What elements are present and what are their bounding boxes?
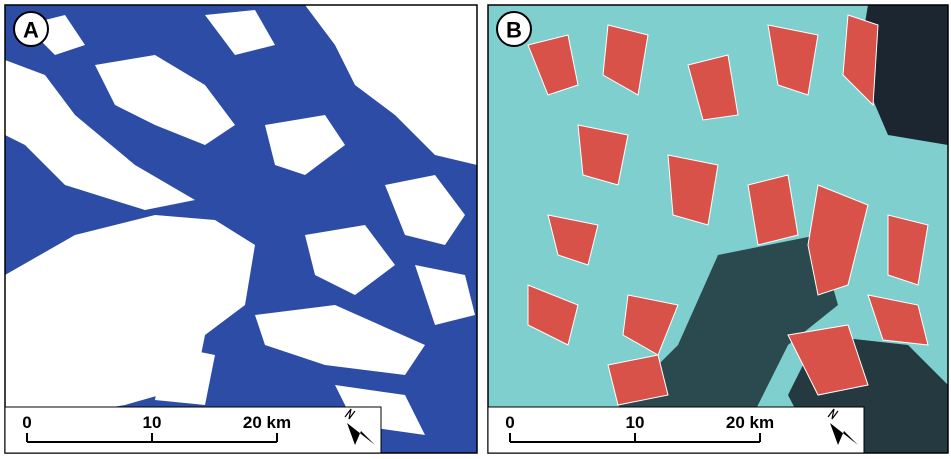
- panel-label: A: [23, 18, 39, 43]
- scale-label: 10: [626, 413, 645, 432]
- figure: A 0 10 20 km: [0, 0, 951, 459]
- classified-map: [5, 5, 477, 453]
- scale-box: [5, 407, 381, 453]
- scale-bar: 0 10 20 km: [488, 407, 864, 453]
- scale-label: 20 km: [243, 413, 291, 432]
- panel-a: A 0 10 20 km: [5, 5, 477, 453]
- panel-label: B: [506, 18, 522, 43]
- scale-label: 20 km: [726, 413, 774, 432]
- panel-b: B 0 10 20 km: [488, 5, 948, 453]
- scale-bar: 0 10 20 km: [5, 407, 381, 453]
- page: A 0 10 20 km: [0, 0, 951, 459]
- scale-label: 10: [143, 413, 162, 432]
- satellite-image: [488, 5, 948, 453]
- scale-box: [488, 407, 864, 453]
- scale-label: 0: [22, 413, 31, 432]
- scale-label: 0: [505, 413, 514, 432]
